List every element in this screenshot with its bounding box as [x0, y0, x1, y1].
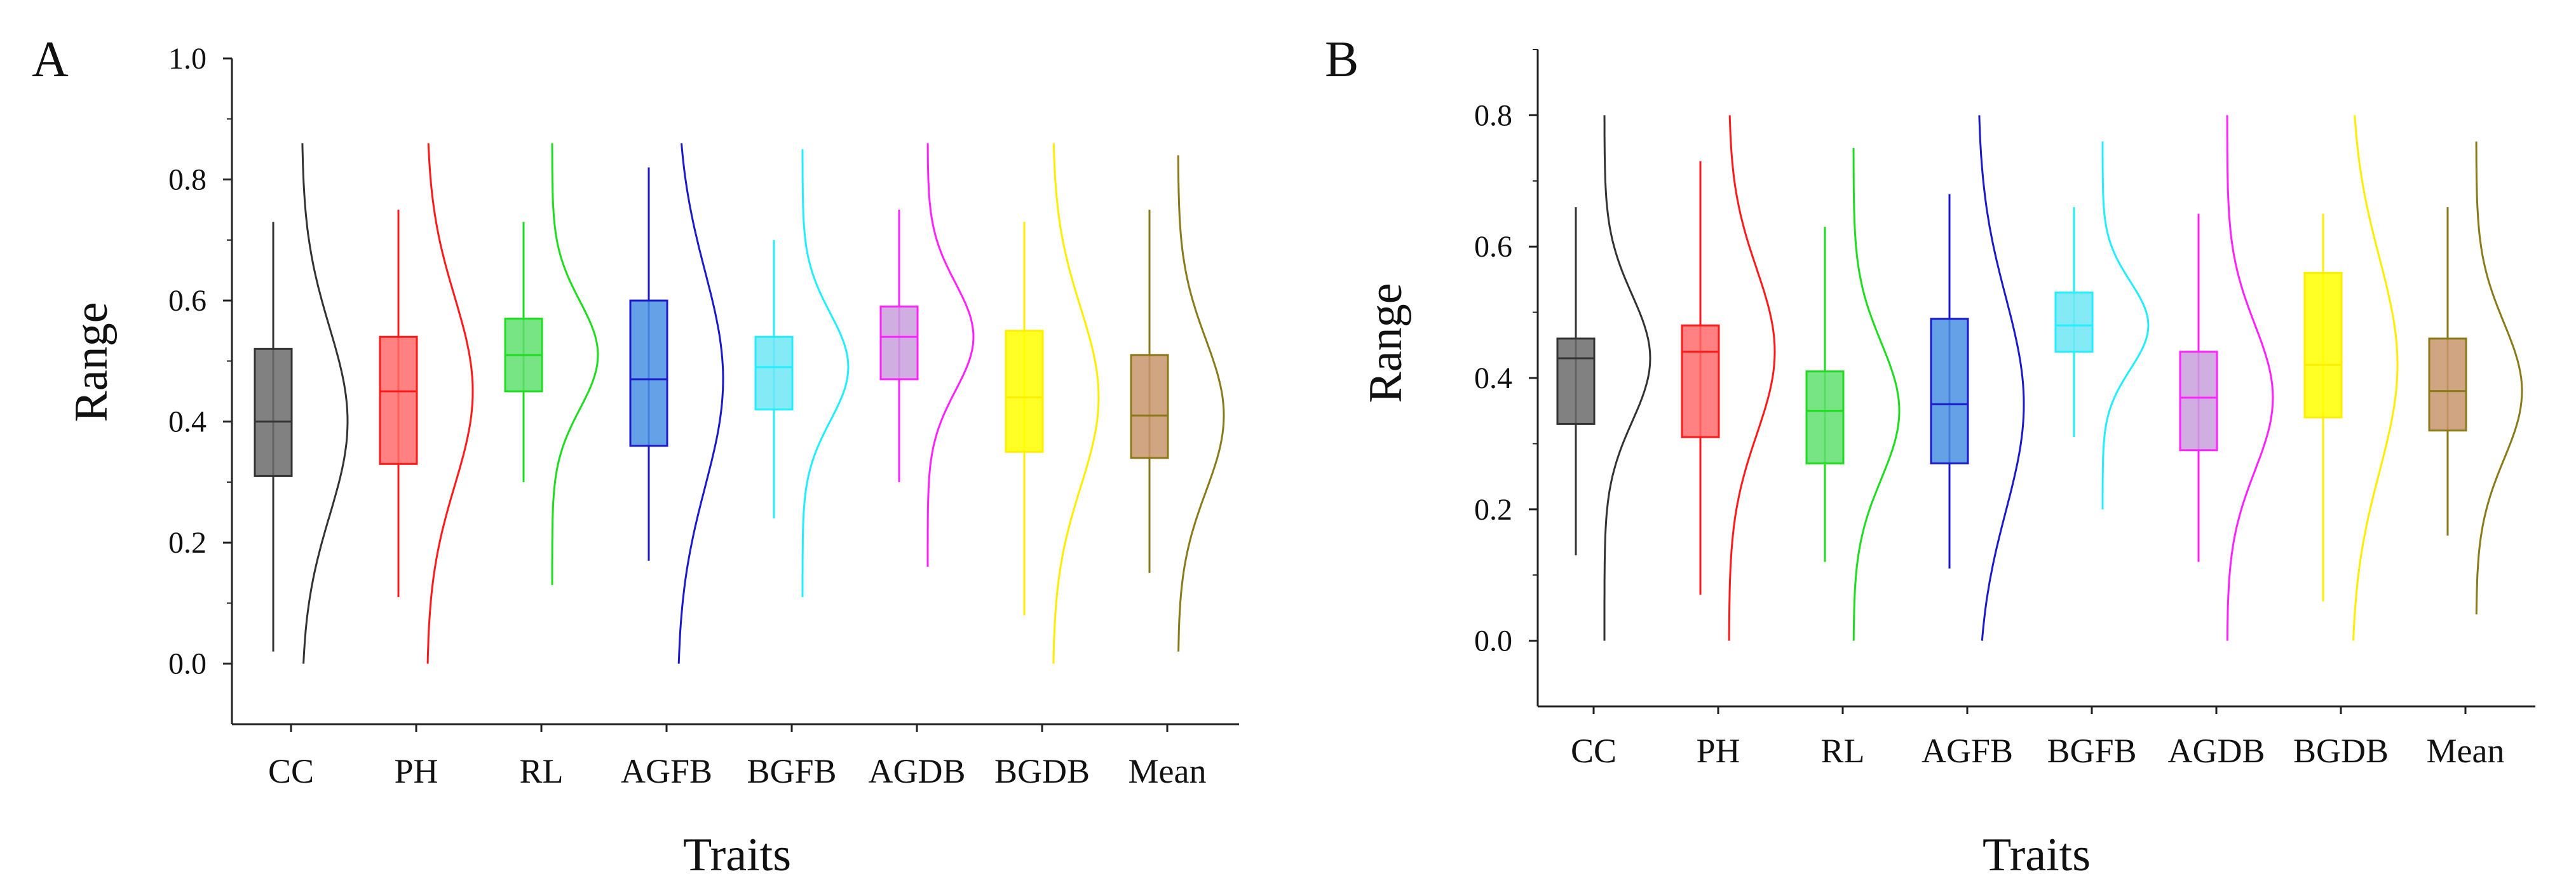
box-agdb	[879, 306, 919, 381]
panel-label-b: B	[1325, 32, 1359, 88]
category-label-mean-b: Mean	[2427, 732, 2505, 770]
box-bgdb	[2303, 272, 2343, 419]
series-rl-b	[1805, 148, 1901, 641]
series-cc-a	[254, 143, 349, 664]
y-tick-label-b: 0.8	[1474, 98, 1512, 132]
category-label-agdb-b: AGDB	[2167, 732, 2265, 770]
y-tick-label-a: 0.2	[168, 526, 207, 560]
series-cc-b	[1556, 115, 1651, 641]
category-label-bgfb-b: BGFB	[2047, 732, 2136, 770]
y-tick-label-b: 0.0	[1474, 624, 1512, 658]
category-label-rl-a: RL	[519, 752, 563, 790]
y-tick-label-b: 0.2	[1474, 493, 1512, 527]
category-label-cc-b: CC	[1571, 732, 1617, 770]
density-curve-mean	[1177, 155, 1225, 652]
y-tick-label-a: 0.6	[168, 284, 207, 318]
category-label-mean-a: Mean	[1129, 752, 1207, 790]
y-tick-label-b: 0.4	[1474, 361, 1512, 395]
density-curve-ph	[426, 143, 474, 664]
category-label-agfb-a: AGFB	[621, 752, 712, 790]
series-bgdb-a	[1005, 143, 1100, 664]
density-curve-bgdb	[2352, 115, 2399, 641]
density-curve-rl	[1852, 148, 1901, 641]
series-ph-a	[379, 143, 474, 664]
panel-a: A Range Traits 0.0 0.2 0.4 0.6 0.8 1.0 CC PH RL A…	[32, 32, 1239, 881]
box-bgfb	[2054, 292, 2094, 353]
x-axis-title-b: Traits	[1983, 829, 2091, 881]
series-mean-b	[2428, 141, 2523, 615]
y-tick-label-a: 0.8	[168, 163, 207, 197]
density-curve-agfb	[677, 143, 724, 664]
category-label-ph-b: PH	[1696, 732, 1740, 770]
box-agfb	[1930, 318, 1969, 464]
box-ph	[379, 335, 418, 465]
series-ph-b	[1681, 115, 1776, 641]
y-tick-label-a: 0.0	[168, 647, 207, 681]
box-agdb	[2179, 351, 2218, 452]
density-curve-agdb	[2226, 115, 2274, 641]
category-label-agdb-a: AGDB	[868, 752, 965, 790]
plot-area-a: 0.0 0.2 0.4 0.6 0.8 1.0 CC PH RL AGFB BGFB AGDB BGDB…	[168, 42, 1239, 790]
series-agfb-a	[629, 143, 724, 664]
box-mean	[1130, 354, 1169, 459]
series-bgfb-a	[754, 149, 850, 597]
panel-b: B Range Traits 0.0 0.2 0.4 0.6 0.8 CC PH RL AGFB…	[1325, 32, 2535, 881]
density-curve-bgfb	[2101, 141, 2150, 509]
series-agfb-b	[1930, 115, 2025, 641]
x-axis-title-a: Traits	[683, 829, 791, 881]
series-mean-a	[1130, 155, 1225, 652]
series-agdb-a	[879, 143, 975, 567]
y-tick-label-a: 1.0	[168, 42, 207, 76]
density-curve-bgfb	[801, 149, 850, 597]
density-curve-agdb	[926, 143, 975, 567]
density-curve-rl	[551, 143, 599, 585]
box-rl	[1805, 370, 1845, 464]
box-agfb	[629, 299, 668, 447]
category-label-bgfb-a: BGFB	[747, 752, 836, 790]
y-tick-label-b: 0.6	[1474, 230, 1512, 264]
box-bgfb	[754, 335, 794, 411]
density-curve-bgdb	[1052, 143, 1100, 664]
series-bgfb-b	[2054, 141, 2150, 509]
plot-area-b: 0.0 0.2 0.4 0.6 0.8 CC PH RL AGFB BGFB AGDB BGDB Mea…	[1474, 49, 2535, 770]
series-rl-a	[504, 143, 599, 585]
box-mean	[2428, 337, 2467, 432]
category-label-ph-a: PH	[394, 752, 438, 790]
category-label-rl-b: RL	[1820, 732, 1864, 770]
box-cc	[254, 347, 293, 477]
box-bgdb	[1005, 330, 1044, 453]
category-label-bgdb-b: BGDB	[2293, 732, 2389, 770]
category-label-bgdb-a: BGDB	[994, 752, 1090, 790]
category-label-cc-a: CC	[268, 752, 314, 790]
box-ph	[1681, 324, 1720, 438]
density-curve-cc	[1603, 115, 1651, 641]
density-curve-cc	[301, 143, 349, 664]
panel-label-a: A	[32, 32, 69, 88]
density-curve-agfb	[1978, 115, 2025, 641]
series-bgdb-b	[2303, 115, 2399, 641]
y-axis-title-b: Range	[1360, 283, 1412, 403]
category-label-agfb-b: AGFB	[1922, 732, 2013, 770]
density-curve-mean	[2475, 141, 2523, 615]
series-agdb-b	[2179, 115, 2274, 641]
y-axis-title-a: Range	[65, 302, 118, 422]
box-cc	[1556, 337, 1596, 425]
y-tick-label-a: 0.4	[168, 405, 207, 439]
density-curve-ph	[1728, 115, 1776, 641]
